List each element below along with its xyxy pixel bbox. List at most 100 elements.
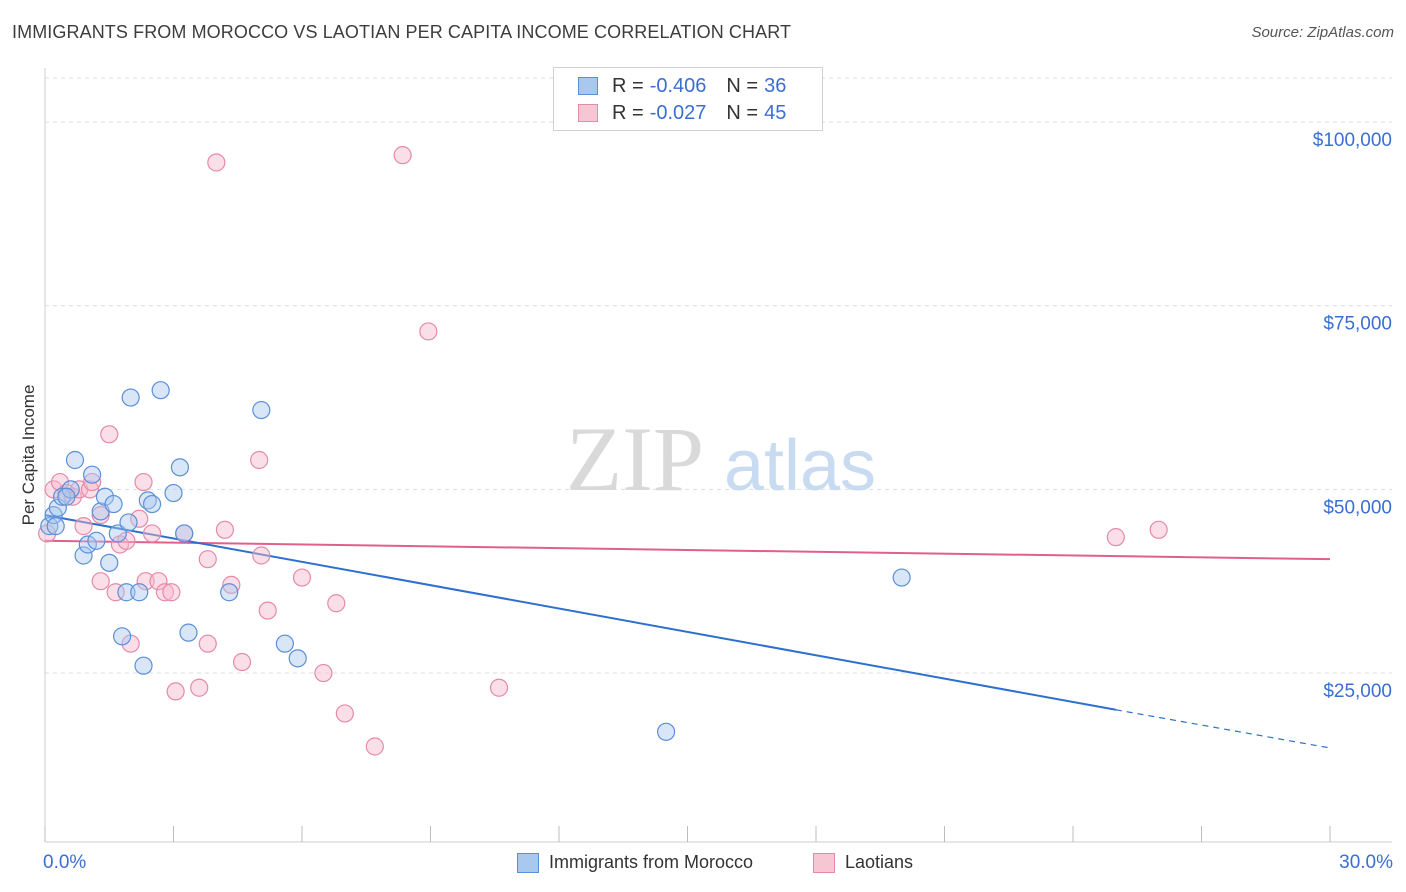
- data-point-laotians: [365, 737, 384, 756]
- axes: [44, 68, 1392, 843]
- data-point-morocco: [104, 494, 123, 514]
- bottom-legend-laotians: Laotians: [813, 852, 913, 873]
- tick-labels: $25,000 $50,000 $75,000 $100,000 0.0% 30.0%: [43, 130, 1393, 873]
- chart-title: IMMIGRANTS FROM MOROCCO VS LAOTIAN PER C…: [12, 22, 792, 42]
- bottom-legend-morocco: Immigrants from Morocco: [517, 852, 753, 873]
- data-point-laotians: [198, 634, 217, 653]
- data-point-laotians: [106, 583, 125, 602]
- watermark-atlas: atlas: [724, 426, 876, 506]
- legend-r-label: R =: [612, 74, 644, 97]
- data-point-laotians: [327, 594, 346, 613]
- data-point-laotians: [258, 601, 277, 620]
- watermark: ZIP atlas: [566, 408, 876, 510]
- data-point-morocco: [121, 388, 140, 407]
- data-point-laotians: [232, 652, 252, 672]
- data-point-laotians: [198, 550, 217, 569]
- data-point-morocco: [83, 465, 102, 484]
- legend-r-label: R =: [612, 101, 644, 124]
- data-point-morocco: [119, 513, 138, 532]
- data-point-laotians: [162, 583, 181, 602]
- y-axis-label: Per Capita Income: [19, 385, 38, 526]
- legend-r-value: -0.027: [649, 101, 707, 124]
- data-point-laotians: [134, 472, 153, 492]
- data-point-laotians: [252, 546, 271, 565]
- data-point-laotians: [1106, 528, 1125, 547]
- bottom-swatch-blue: [517, 852, 539, 873]
- legend-r-value: -0.406: [649, 74, 707, 97]
- data-point-laotians: [250, 450, 269, 470]
- data-point-laotians: [149, 572, 168, 591]
- data-point-laotians: [130, 509, 149, 528]
- data-point-morocco: [65, 450, 85, 470]
- data-point-laotians: [63, 487, 82, 506]
- data-point-laotians: [489, 678, 509, 697]
- data-point-laotians: [1149, 520, 1168, 539]
- data-point-morocco: [87, 531, 106, 550]
- bottom-legend-label: Immigrants from Morocco: [549, 852, 754, 872]
- data-point-morocco: [288, 649, 307, 668]
- data-point-laotians: [314, 663, 333, 683]
- legend-n-value: 36: [764, 74, 787, 97]
- data-point-morocco: [151, 381, 170, 400]
- trendline-morocco-extension: [1115, 709, 1331, 749]
- data-point-morocco: [275, 634, 294, 653]
- data-point-morocco: [117, 583, 136, 602]
- x-tick-label-min: 0.0%: [43, 852, 86, 873]
- y-tick-label: $25,000: [1323, 681, 1392, 702]
- data-point-laotians: [100, 425, 119, 444]
- data-point-laotians: [166, 682, 185, 701]
- legend-swatch-pink: [578, 104, 598, 122]
- legend-n-label: N =: [726, 74, 759, 97]
- data-point-laotians: [142, 524, 162, 543]
- data-point-laotians: [190, 678, 209, 697]
- data-point-morocco: [100, 553, 119, 572]
- data-point-morocco: [892, 568, 911, 587]
- legend-n-label: N =: [726, 101, 759, 124]
- data-point-laotians: [91, 572, 110, 591]
- legend-row-laotians: R = -0.027 N = 45: [578, 100, 806, 126]
- bottom-swatch-pink: [813, 852, 835, 873]
- data-point-laotians: [215, 520, 234, 539]
- trendlines: [44, 514, 1331, 749]
- y-tick-label: $75,000: [1323, 314, 1392, 335]
- data-point-morocco: [656, 722, 676, 741]
- data-point-laotians: [222, 575, 241, 594]
- y-tick-label: $100,000: [1313, 130, 1392, 151]
- data-point-morocco: [57, 487, 76, 506]
- data-point-morocco: [112, 627, 132, 646]
- data-point-laotians: [335, 704, 354, 723]
- data-point-morocco: [164, 483, 183, 503]
- correlation-legend: R = -0.406 N = 36 R = -0.027 N = 45: [553, 67, 823, 131]
- data-point-laotians: [74, 517, 93, 536]
- trendline-laotians: [44, 539, 1331, 561]
- data-point-morocco: [142, 494, 162, 514]
- data-point-morocco: [40, 517, 59, 536]
- data-point-laotians: [80, 480, 100, 499]
- data-point-laotians: [292, 568, 312, 587]
- series-morocco: [40, 381, 911, 741]
- data-point-morocco: [220, 583, 239, 602]
- legend-swatch-blue: [578, 77, 598, 95]
- bottom-legend-label: Laotians: [845, 852, 914, 872]
- source-label: Source: ZipAtlas.com: [1251, 24, 1394, 41]
- data-point-laotians: [155, 583, 175, 602]
- data-point-laotians: [83, 472, 102, 492]
- grid-lines: [45, 77, 1392, 674]
- data-point-morocco: [170, 458, 190, 477]
- x-tick-label-max: 30.0%: [1339, 852, 1393, 873]
- data-point-morocco: [130, 583, 149, 602]
- data-point-laotians: [207, 153, 226, 172]
- data-point-morocco: [108, 524, 127, 543]
- data-point-laotians: [136, 572, 155, 591]
- series-laotians: [38, 146, 1168, 756]
- data-point-morocco: [179, 623, 198, 642]
- legend-row-morocco: R = -0.406 N = 36: [578, 73, 806, 99]
- watermark-zip: ZIP: [566, 408, 704, 510]
- data-point-morocco: [252, 400, 271, 420]
- legend-n-value: 45: [764, 101, 787, 124]
- data-point-morocco: [175, 524, 194, 543]
- y-tick-label: $50,000: [1323, 497, 1392, 518]
- trendline-morocco: [44, 514, 1117, 711]
- data-point-morocco: [74, 546, 93, 565]
